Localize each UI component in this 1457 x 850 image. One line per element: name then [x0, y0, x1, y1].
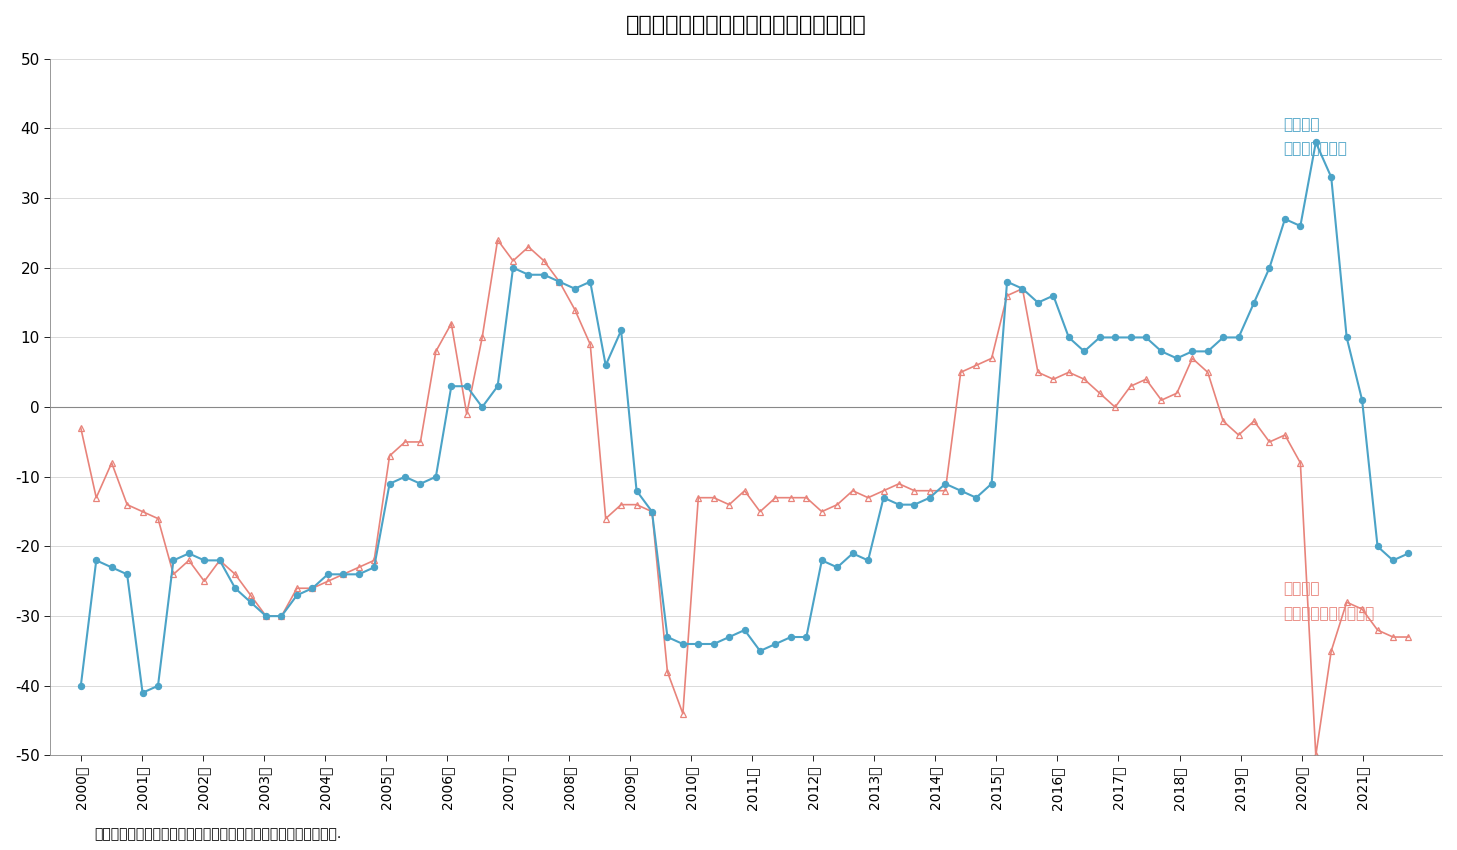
Text: 現況指数
（現在の状況）: 現況指数 （現在の状況） [1284, 116, 1348, 156]
Title: 図表６：ビル貸貸業の不動産業業況指数: 図表６：ビル貸貸業の不動産業業況指数 [625, 15, 867, 35]
Text: 出所：土地総合研究所のデータをもとにニッセイ基礎研究所作成.: 出所：土地総合研究所のデータをもとにニッセイ基礎研究所作成. [95, 828, 342, 842]
Text: 先行指数
（３ヵ月後の見通し）: 先行指数 （３ヵ月後の見通し） [1284, 581, 1374, 620]
